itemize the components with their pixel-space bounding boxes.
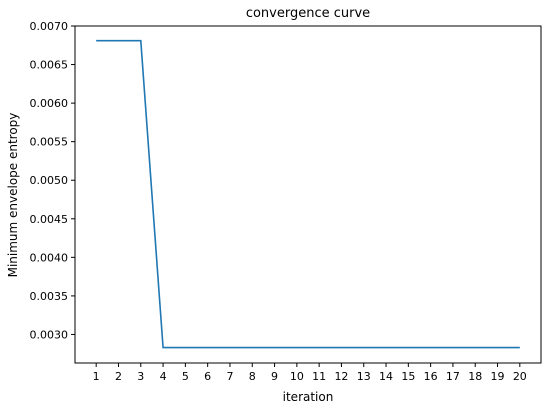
x-tick-label: 15	[401, 370, 415, 383]
x-tick-label: 6	[204, 370, 211, 383]
y-tick-label: 0.0040	[30, 251, 69, 264]
x-tick-label: 20	[513, 370, 527, 383]
x-tick-label: 11	[312, 370, 326, 383]
x-tick-label: 5	[182, 370, 189, 383]
x-tick-label: 4	[160, 370, 167, 383]
y-tick-label: 0.0045	[30, 213, 69, 226]
y-tick-label: 0.0035	[30, 290, 69, 303]
y-tick-label: 0.0060	[30, 97, 69, 110]
x-tick-label: 18	[468, 370, 482, 383]
y-tick-label: 0.0065	[30, 59, 69, 72]
x-tick-label: 12	[334, 370, 348, 383]
y-axis-ticks: 0.0030 0.0035 0.0040 0.0045 0.0050 0.0055 0.00…	[30, 20, 75, 341]
x-axis-label: iteration	[283, 390, 334, 404]
y-tick-label: 0.0055	[30, 136, 69, 149]
x-tick-label: 14	[379, 370, 393, 383]
x-tick-label: 17	[446, 370, 460, 383]
x-tick-label: 8	[249, 370, 256, 383]
y-tick-label: 0.0030	[30, 328, 69, 341]
chart-title: convergence curve	[246, 6, 370, 21]
x-tick-label: 9	[271, 370, 278, 383]
x-tick-label: 10	[290, 370, 304, 383]
series-layer	[96, 39, 520, 349]
series-line-0	[96, 39, 520, 349]
x-tick-label: 2	[115, 370, 122, 383]
x-tick-label: 1	[93, 370, 100, 383]
x-tick-label: 7	[226, 370, 233, 383]
y-axis-label: Minimum envelope entropy	[6, 113, 20, 278]
x-tick-label: 19	[491, 370, 505, 383]
x-tick-label: 3	[137, 370, 144, 383]
y-tick-label: 0.0050	[30, 174, 69, 187]
y-tick-label: 0.0070	[30, 20, 69, 33]
x-axis-ticks: 1 2 3 4 5 6 7 8 9 10 11 12 13 14 15 16 17 18 19 20	[93, 363, 527, 383]
plot-frame	[74, 25, 542, 364]
x-tick-label: 16	[424, 370, 438, 383]
x-tick-label: 13	[357, 370, 371, 383]
